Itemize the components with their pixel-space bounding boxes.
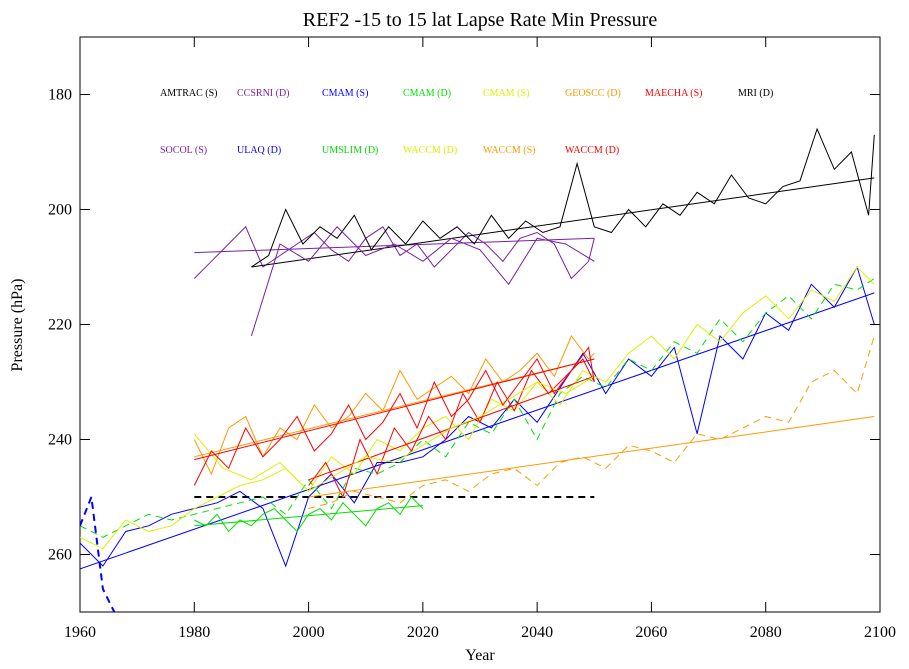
y-axis-label: Pressure (hPa) <box>9 279 26 372</box>
legend-label: CMAM (S) <box>483 88 529 99</box>
legend-label: MAECHA (S) <box>645 88 703 99</box>
series-line <box>193 225 595 280</box>
trend-line <box>308 416 875 498</box>
series-line <box>80 265 875 568</box>
x-axis-label: Year <box>465 647 495 664</box>
legend-label: CCSRNI (D) <box>237 88 290 99</box>
chart-title: REF2 -15 to 15 lat Lapse Rate Min Pressu… <box>303 9 658 31</box>
series-line <box>80 278 875 538</box>
series-line <box>193 346 595 486</box>
trend-line <box>194 237 595 254</box>
legend-label: MRI (D) <box>738 88 773 99</box>
x-tick-label: 2100 <box>864 624 896 641</box>
legend-label: CMAM (D) <box>403 88 451 99</box>
legend-label: SOCOL (S) <box>160 145 207 156</box>
x-tick-label: 1980 <box>178 624 210 641</box>
x-tick-label: 2080 <box>750 624 782 641</box>
legend-label: WACCM (D) <box>403 145 457 156</box>
trend-line <box>194 358 595 461</box>
legend-label: UMSLIM (D) <box>322 145 378 156</box>
x-tick-label: 2000 <box>293 624 325 641</box>
legend-label: WACCM (D) <box>565 145 619 156</box>
y-tick-label: 180 <box>48 87 72 104</box>
legend-label: AMTRAC (S) <box>160 88 218 99</box>
legend-label: WACCM (S) <box>483 145 536 156</box>
x-tick-label: 2020 <box>407 624 439 641</box>
trend-line <box>251 177 875 268</box>
series-line <box>308 335 875 509</box>
legend-label: GEOSCC (D) <box>565 88 621 99</box>
y-tick-label: 260 <box>48 547 72 564</box>
series-line <box>194 496 424 533</box>
y-tick-label: 240 <box>48 432 72 449</box>
trend-line <box>194 505 423 527</box>
series-line <box>80 496 116 612</box>
legend-label: ULAQ (D) <box>237 145 281 156</box>
y-tick-label: 200 <box>48 202 72 219</box>
series-line <box>193 375 595 492</box>
x-tick-label: 1960 <box>64 624 96 641</box>
series-line <box>80 266 875 550</box>
trend-line <box>80 292 875 570</box>
series-line <box>250 226 595 337</box>
series-line <box>251 127 875 268</box>
series-line <box>308 358 595 499</box>
y-tick-label: 220 <box>48 317 72 334</box>
plot-area <box>80 127 875 612</box>
x-tick-label: 2060 <box>635 624 667 641</box>
x-tick-label: 2040 <box>521 624 553 641</box>
legend-label: CMAM (S) <box>322 88 368 99</box>
series-line <box>193 335 595 476</box>
